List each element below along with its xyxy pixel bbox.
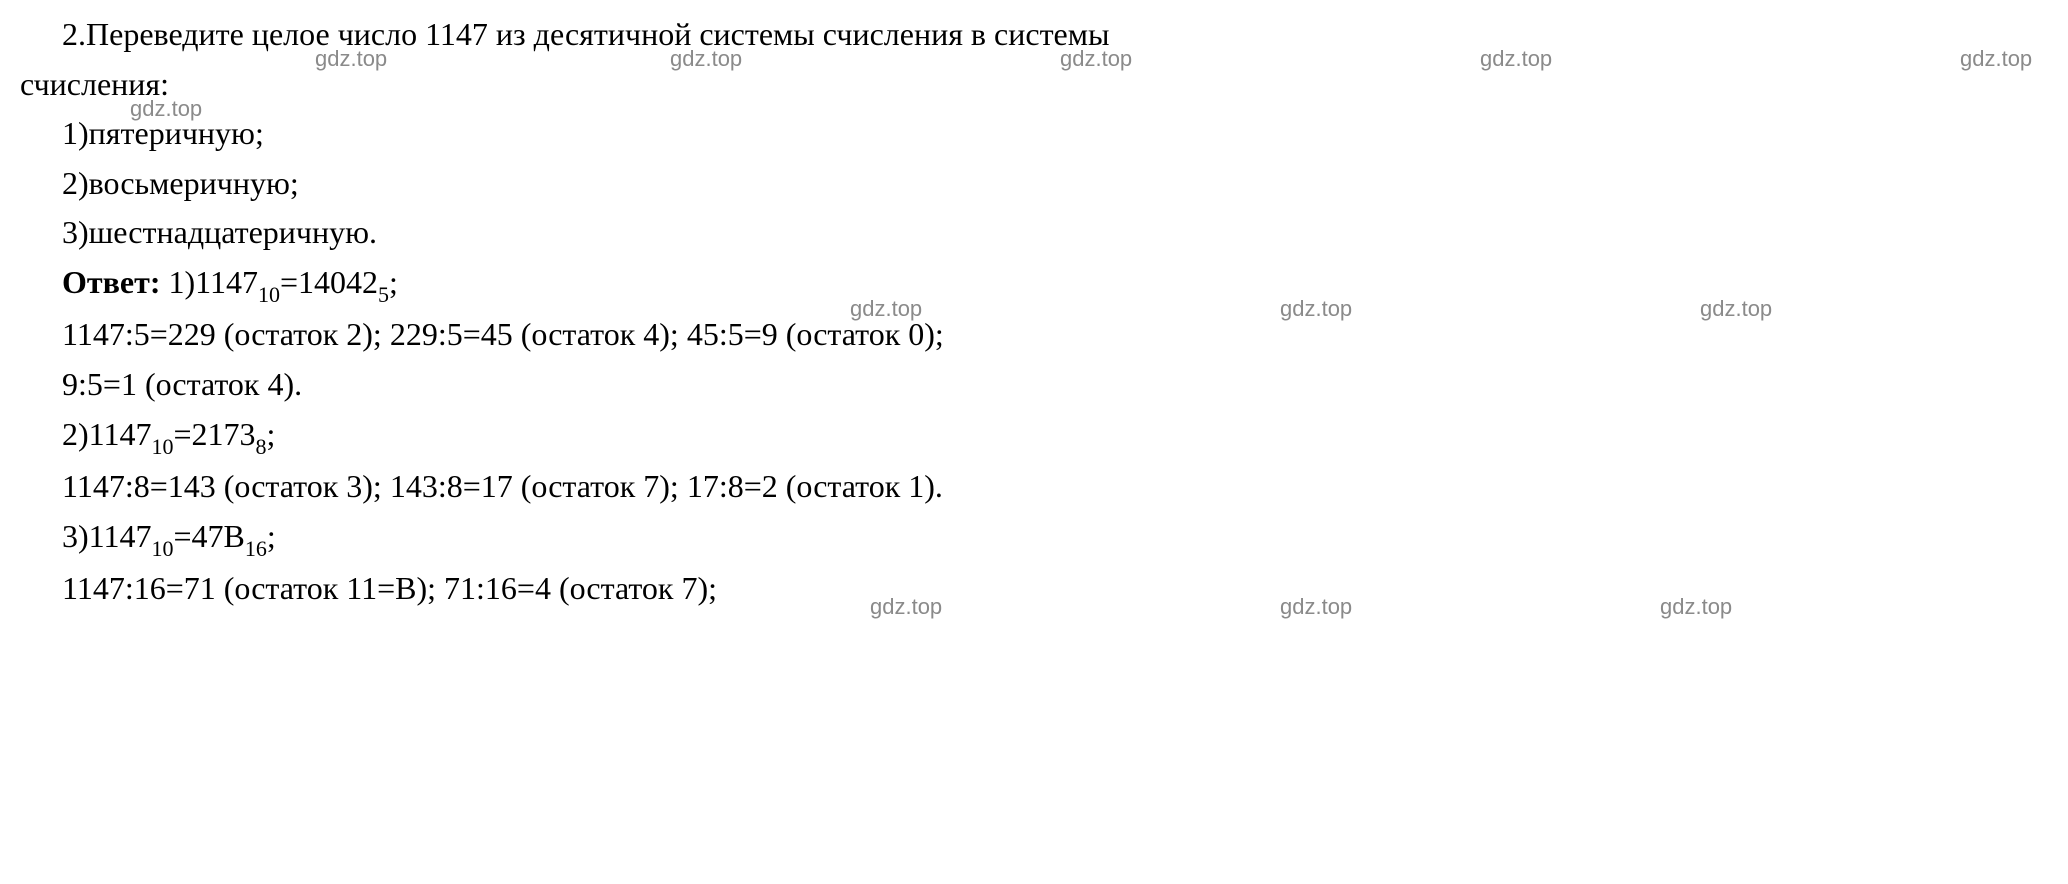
answer-label: Ответ: [62, 264, 160, 300]
answer-part2-sub1: 10 [151, 434, 173, 459]
answer-part1-sub1: 10 [258, 282, 280, 307]
task-item-3: 3)шестнадцатеричную. [20, 208, 2048, 258]
document-content: 2.Переведите целое число 1147 из десятич… [20, 10, 2048, 614]
answer-part3-prefix: 3)1147 [62, 518, 151, 554]
answer-part1-sub2: 5 [378, 282, 389, 307]
answer-part1-mid: =14042 [280, 264, 378, 300]
task-text-1: Переведите целое число 1147 из десятично… [86, 16, 1110, 52]
task-item-1: 1)пятеричную; [20, 109, 2048, 159]
task-line-1: 2.Переведите целое число 1147 из десятич… [20, 10, 2048, 60]
answer-part1-calc2: 9:5=1 (остаток 4). [20, 360, 2048, 410]
task-line-2: счисления: [20, 60, 2048, 110]
answer-part1-prefix: 1)1147 [160, 264, 257, 300]
answer-part3-header: 3)114710=47B16; [20, 512, 2048, 564]
answer-part2-calc1: 1147:8=143 (остаток 3); 143:8=17 (остато… [20, 462, 2048, 512]
answer-part3-sub1: 10 [151, 536, 173, 561]
task-number: 2. [62, 16, 86, 52]
answer-part2-prefix: 2)1147 [62, 416, 151, 452]
answer-part3-mid: =47B [173, 518, 244, 554]
answer-part2-header: 2)114710=21738; [20, 410, 2048, 462]
answer-part1-suffix: ; [389, 264, 398, 300]
answer-part2-mid: =2173 [173, 416, 255, 452]
answer-part3-suffix: ; [267, 518, 276, 554]
answer-part1-calc1: 1147:5=229 (остаток 2); 229:5=45 (остато… [20, 310, 2048, 360]
answer-part3-sub2: 16 [245, 536, 267, 561]
answer-part3-calc1: 1147:16=71 (остаток 11=В); 71:16=4 (оста… [20, 564, 2048, 614]
answer-part2-sub2: 8 [256, 434, 267, 459]
answer-part1-header: Ответ: 1)114710=140425; [20, 258, 2048, 310]
answer-part2-suffix: ; [267, 416, 276, 452]
task-item-2: 2)восьмеричную; [20, 159, 2048, 209]
